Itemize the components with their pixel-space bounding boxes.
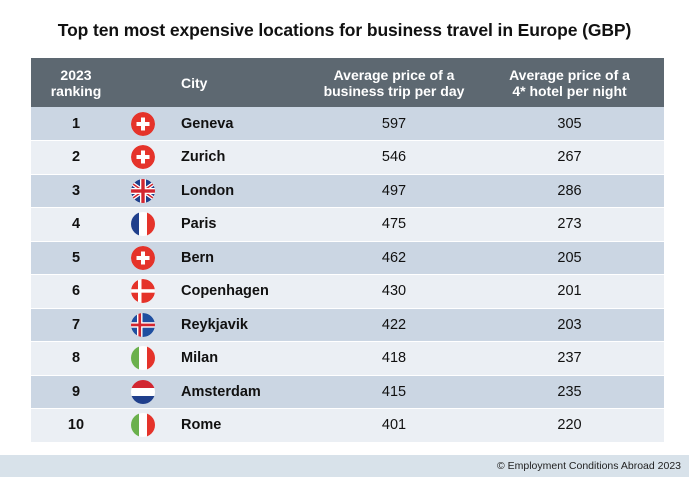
header-trip-price: Average price of a business trip per day bbox=[313, 58, 475, 107]
header-hotel-line2: 4* hotel per night bbox=[512, 82, 627, 99]
flag-cell bbox=[121, 274, 181, 309]
denmark-flag-icon bbox=[131, 279, 155, 304]
city-cell: Zurich bbox=[181, 140, 313, 175]
city-cell: Reykjavik bbox=[181, 308, 313, 342]
table-row: 1 Geneva 597 305 bbox=[31, 107, 664, 141]
city-cell: Amsterdam bbox=[181, 375, 313, 409]
trip-price-cell: 430 bbox=[313, 274, 475, 309]
hotel-price-cell: 305 bbox=[475, 107, 664, 141]
table-header-row: 2023 ranking City Average price of a bus… bbox=[31, 58, 664, 107]
hotel-price-cell: 235 bbox=[475, 375, 664, 409]
france-flag-icon bbox=[131, 212, 155, 237]
rank-cell: 10 bbox=[31, 408, 121, 443]
flag-cell bbox=[121, 241, 181, 275]
header-flag bbox=[121, 58, 181, 107]
header-trip-line1: Average price of a bbox=[333, 66, 455, 83]
rank-cell: 9 bbox=[31, 375, 121, 409]
hotel-price-cell: 267 bbox=[475, 140, 664, 175]
header-city: City bbox=[181, 74, 208, 91]
trip-price-cell: 418 bbox=[313, 341, 475, 376]
flag-cell bbox=[121, 140, 181, 175]
trip-price-cell: 597 bbox=[313, 107, 475, 141]
switzerland-flag-icon bbox=[131, 245, 155, 270]
rank-cell: 8 bbox=[31, 341, 121, 376]
flag-cell bbox=[121, 107, 181, 141]
rank-cell: 3 bbox=[31, 174, 121, 208]
table-row: 9 Amsterdam 415 235 bbox=[31, 375, 664, 409]
hotel-price-cell: 286 bbox=[475, 174, 664, 208]
copyright-footer: © Employment Conditions Abroad 2023 bbox=[496, 460, 681, 472]
header-hotel-price: Average price of a 4* hotel per night bbox=[475, 58, 664, 107]
table-row: 7 Reykjavik 422 203 bbox=[31, 308, 664, 342]
rank-cell: 2 bbox=[31, 140, 121, 175]
trip-price-cell: 415 bbox=[313, 375, 475, 409]
chart-title: Top ten most expensive locations for bus… bbox=[57, 20, 632, 40]
table-row: 10 Rome 401 220 bbox=[31, 408, 664, 443]
city-cell: Geneva bbox=[181, 107, 313, 141]
city-cell: Milan bbox=[181, 341, 313, 376]
trip-price-cell: 462 bbox=[313, 241, 475, 275]
header-ranking-line2: ranking bbox=[50, 82, 102, 99]
header-ranking-line1: 2023 bbox=[60, 66, 92, 83]
flag-cell bbox=[121, 308, 181, 342]
trip-price-cell: 401 bbox=[313, 408, 475, 443]
switzerland-flag-icon bbox=[131, 145, 155, 170]
flag-cell bbox=[121, 207, 181, 242]
flag-cell bbox=[121, 341, 181, 376]
city-cell: Bern bbox=[181, 241, 313, 275]
flag-cell bbox=[121, 174, 181, 208]
rank-cell: 6 bbox=[31, 274, 121, 309]
rank-cell: 7 bbox=[31, 308, 121, 342]
table-row: 2 Zurich 546 267 bbox=[31, 140, 664, 175]
trip-price-cell: 475 bbox=[313, 207, 475, 242]
city-cell: London bbox=[181, 174, 313, 208]
table-card: Top ten most expensive locations for bus… bbox=[0, 0, 689, 455]
table-row: 4 Paris 475 273 bbox=[31, 207, 664, 242]
city-cell: Copenhagen bbox=[181, 274, 313, 309]
table-row: 8 Milan 418 237 bbox=[31, 341, 664, 376]
switzerland-flag-icon bbox=[131, 111, 155, 136]
hotel-price-cell: 203 bbox=[475, 308, 664, 342]
flag-cell bbox=[121, 408, 181, 443]
italy-flag-icon bbox=[131, 413, 155, 438]
trip-price-cell: 546 bbox=[313, 140, 475, 175]
table-row: 6 Copenhagen 430 201 bbox=[31, 274, 664, 309]
trip-price-cell: 422 bbox=[313, 308, 475, 342]
hotel-price-cell: 273 bbox=[475, 207, 664, 242]
header-hotel-line1: Average price of a bbox=[509, 66, 630, 83]
netherlands-flag-icon bbox=[131, 379, 155, 404]
table-body: 1 Geneva 597 305 2 Zurich 546 267 3 London 497 286 4… bbox=[31, 107, 664, 443]
iceland-flag-icon bbox=[131, 312, 155, 337]
hotel-price-cell: 220 bbox=[475, 408, 664, 443]
flag-cell bbox=[121, 375, 181, 409]
trip-price-cell: 497 bbox=[313, 174, 475, 208]
rank-cell: 5 bbox=[31, 241, 121, 275]
header-ranking: 2023 ranking bbox=[31, 58, 121, 107]
rank-cell: 1 bbox=[31, 107, 121, 141]
hotel-price-cell: 237 bbox=[475, 341, 664, 376]
ranking-table: 2023 ranking City Average price of a bus… bbox=[31, 58, 664, 443]
city-cell: Paris bbox=[181, 207, 313, 242]
united-kingdom-flag-icon bbox=[131, 178, 155, 203]
city-cell: Rome bbox=[181, 408, 313, 443]
header-trip-line2: business trip per day bbox=[323, 82, 465, 99]
italy-flag-icon bbox=[131, 346, 155, 371]
table-row: 3 London 497 286 bbox=[31, 174, 664, 208]
hotel-price-cell: 201 bbox=[475, 274, 664, 309]
hotel-price-cell: 205 bbox=[475, 241, 664, 275]
rank-cell: 4 bbox=[31, 207, 121, 242]
table-row: 5 Bern 462 205 bbox=[31, 241, 664, 275]
